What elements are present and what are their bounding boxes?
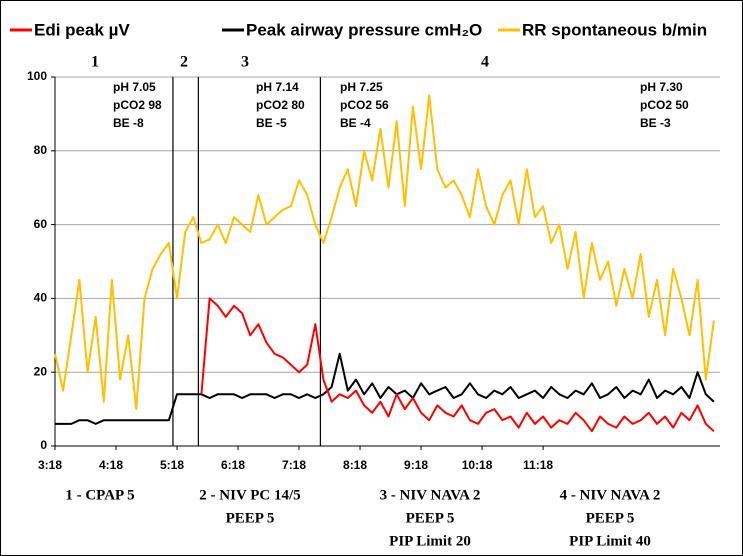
lab-annotation: BE -3 [640, 116, 671, 130]
section-number: 3 [241, 54, 249, 71]
x-tick-label: 11:18 [523, 458, 553, 472]
phase-label: 4 - NIV NAVA 2 [560, 487, 661, 503]
phase-label: 1 - CPAP 5 [65, 487, 134, 503]
y-tick-label: 60 [34, 217, 48, 231]
section-number: 4 [481, 54, 489, 71]
x-tick-label: 5:18 [160, 458, 184, 472]
lab-annotation: pH 7.14 [256, 80, 299, 94]
y-tick-label: 80 [34, 143, 48, 157]
series-line [55, 352, 715, 425]
lab-annotation: pH 7.05 [113, 80, 156, 94]
lab-annotation: BE -8 [113, 116, 144, 130]
lab-annotation: pH 7.30 [640, 80, 683, 94]
x-tick-label: 8:18 [343, 458, 367, 472]
lab-annotation: pCO2 80 [256, 98, 305, 112]
section-number: 2 [180, 54, 188, 71]
phase-label: PEEP 5 [406, 510, 455, 526]
legend-label: Edi peak µV [34, 20, 130, 39]
y-tick-label: 20 [34, 364, 48, 378]
lab-annotation: BE -5 [256, 116, 287, 130]
phase-label: PEEP 5 [226, 510, 275, 526]
phase-label: 2 - NIV PC 14/5 [199, 487, 300, 503]
section-number: 1 [91, 54, 99, 71]
lab-annotation: pCO2 56 [340, 98, 389, 112]
x-tick-label: 3:18 [38, 458, 62, 472]
phase-label: PIP Limit 40 [569, 533, 651, 549]
x-tick-label: 9:18 [404, 458, 428, 472]
phase-label: 3 - NIV NAVA 2 [380, 487, 481, 503]
y-tick-label: 100 [27, 69, 47, 83]
x-tick-label: 7:18 [282, 458, 306, 472]
phase-label: PIP Limit 20 [389, 533, 471, 549]
legend-label: RR spontaneous b/min [522, 20, 707, 39]
legend-label: Peak airway pressure cmH₂O [246, 20, 482, 39]
x-tick-label: 10:18 [462, 458, 493, 472]
y-tick-label: 0 [40, 438, 47, 452]
lab-annotation: BE -4 [340, 116, 371, 130]
y-tick-label: 40 [34, 291, 48, 305]
phase-label: PEEP 5 [586, 510, 635, 526]
x-tick-label: 4:18 [99, 458, 123, 472]
lab-annotation: pH 7.25 [340, 80, 383, 94]
series-line [200, 297, 715, 433]
lab-annotation: pCO2 98 [113, 98, 162, 112]
series-line [54, 94, 715, 411]
lab-annotation: pCO2 50 [640, 98, 689, 112]
x-tick-label: 6:18 [221, 458, 245, 472]
